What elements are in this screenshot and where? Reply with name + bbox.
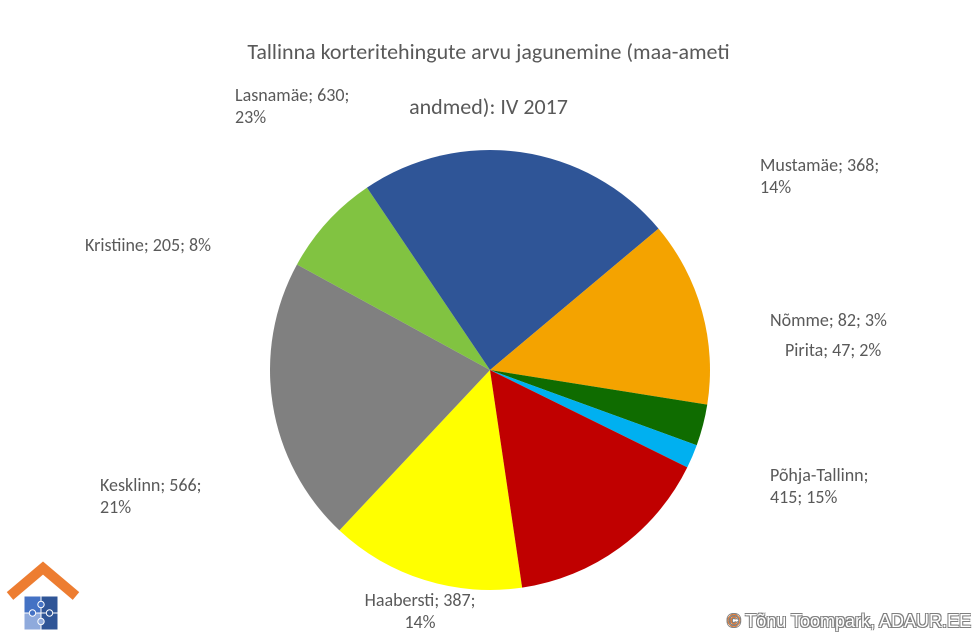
chart-title-line1: Tallinna korteritehingute arvu jagunemin… [247, 38, 729, 65]
label-n-mme: Nõmme; 82; 3% [770, 310, 887, 332]
credit-label: Tõnu Toompark, ADAUR.EE [745, 611, 971, 631]
label-pirita: Pirita; 47; 2% [785, 340, 881, 362]
chart-title: Tallinna korteritehingute arvu jagunemin… [0, 10, 977, 120]
label-haabersti: Haabersti; 387; 14% [365, 590, 476, 633]
label-kristiine: Kristiine; 205; 8% [85, 235, 211, 257]
label-p-hja-tallinn: Põhja-Tallinn; 415; 15% [770, 465, 868, 508]
label-mustam-e: Mustamäe; 368; 14% [760, 155, 879, 198]
credit-text: © Tõnu Toompark, ADAUR.EE [727, 611, 971, 632]
label-lasnam-e: Lasnamäe; 630; 23% [235, 85, 349, 128]
adaur-logo-icon [4, 556, 82, 634]
pie-chart: Tallinna korteritehingute arvu jagunemin… [0, 0, 977, 638]
chart-title-line2: andmed): IV 2017 [409, 93, 568, 120]
label-kesklinn: Kesklinn; 566; 21% [100, 475, 201, 518]
copyright-icon: © [727, 611, 740, 631]
